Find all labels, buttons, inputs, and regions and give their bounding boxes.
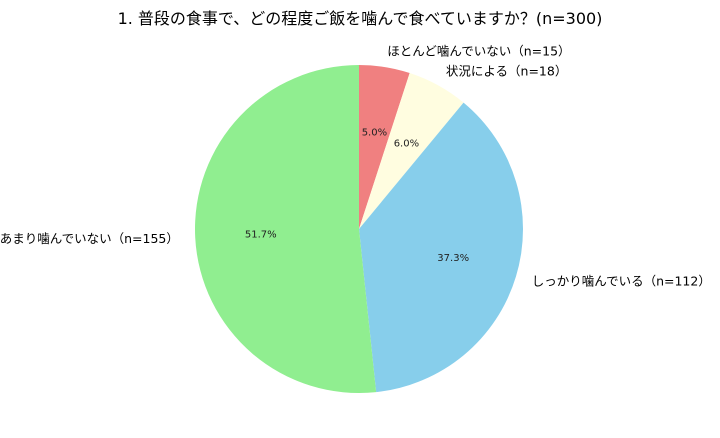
slice-percent-label: 5.0% — [362, 127, 387, 138]
pie-labels: 5.0% ほとんど噛んでいない（n=15） 6.0% 状況による（n=18） 37.3%… — [0, 43, 711, 288]
slice-percent-label: 37.3% — [437, 253, 469, 264]
slice-category-label: 状況による（n=18） — [446, 63, 567, 78]
slice-percent-label: 51.7% — [245, 230, 277, 241]
pie-slice-3 — [359, 102, 523, 393]
pie-slice-2 — [359, 73, 464, 229]
pie-slices — [194, 65, 523, 394]
slice-category-label: しっかり噛んでいる（n=112） — [532, 274, 711, 289]
slice-category-label: あまり噛んでいない（n=155） — [0, 231, 179, 246]
slice-percent-label: 6.0% — [394, 138, 419, 149]
pie-slice-4 — [194, 65, 377, 394]
chart-title: 1. 普段の食事で、どの程度ご飯を噛んで食べていますか？(n=300) — [118, 9, 603, 28]
slice-category-label: ほとんど噛んでいない（n=15） — [387, 43, 570, 58]
pie-slice-1 — [359, 65, 410, 229]
